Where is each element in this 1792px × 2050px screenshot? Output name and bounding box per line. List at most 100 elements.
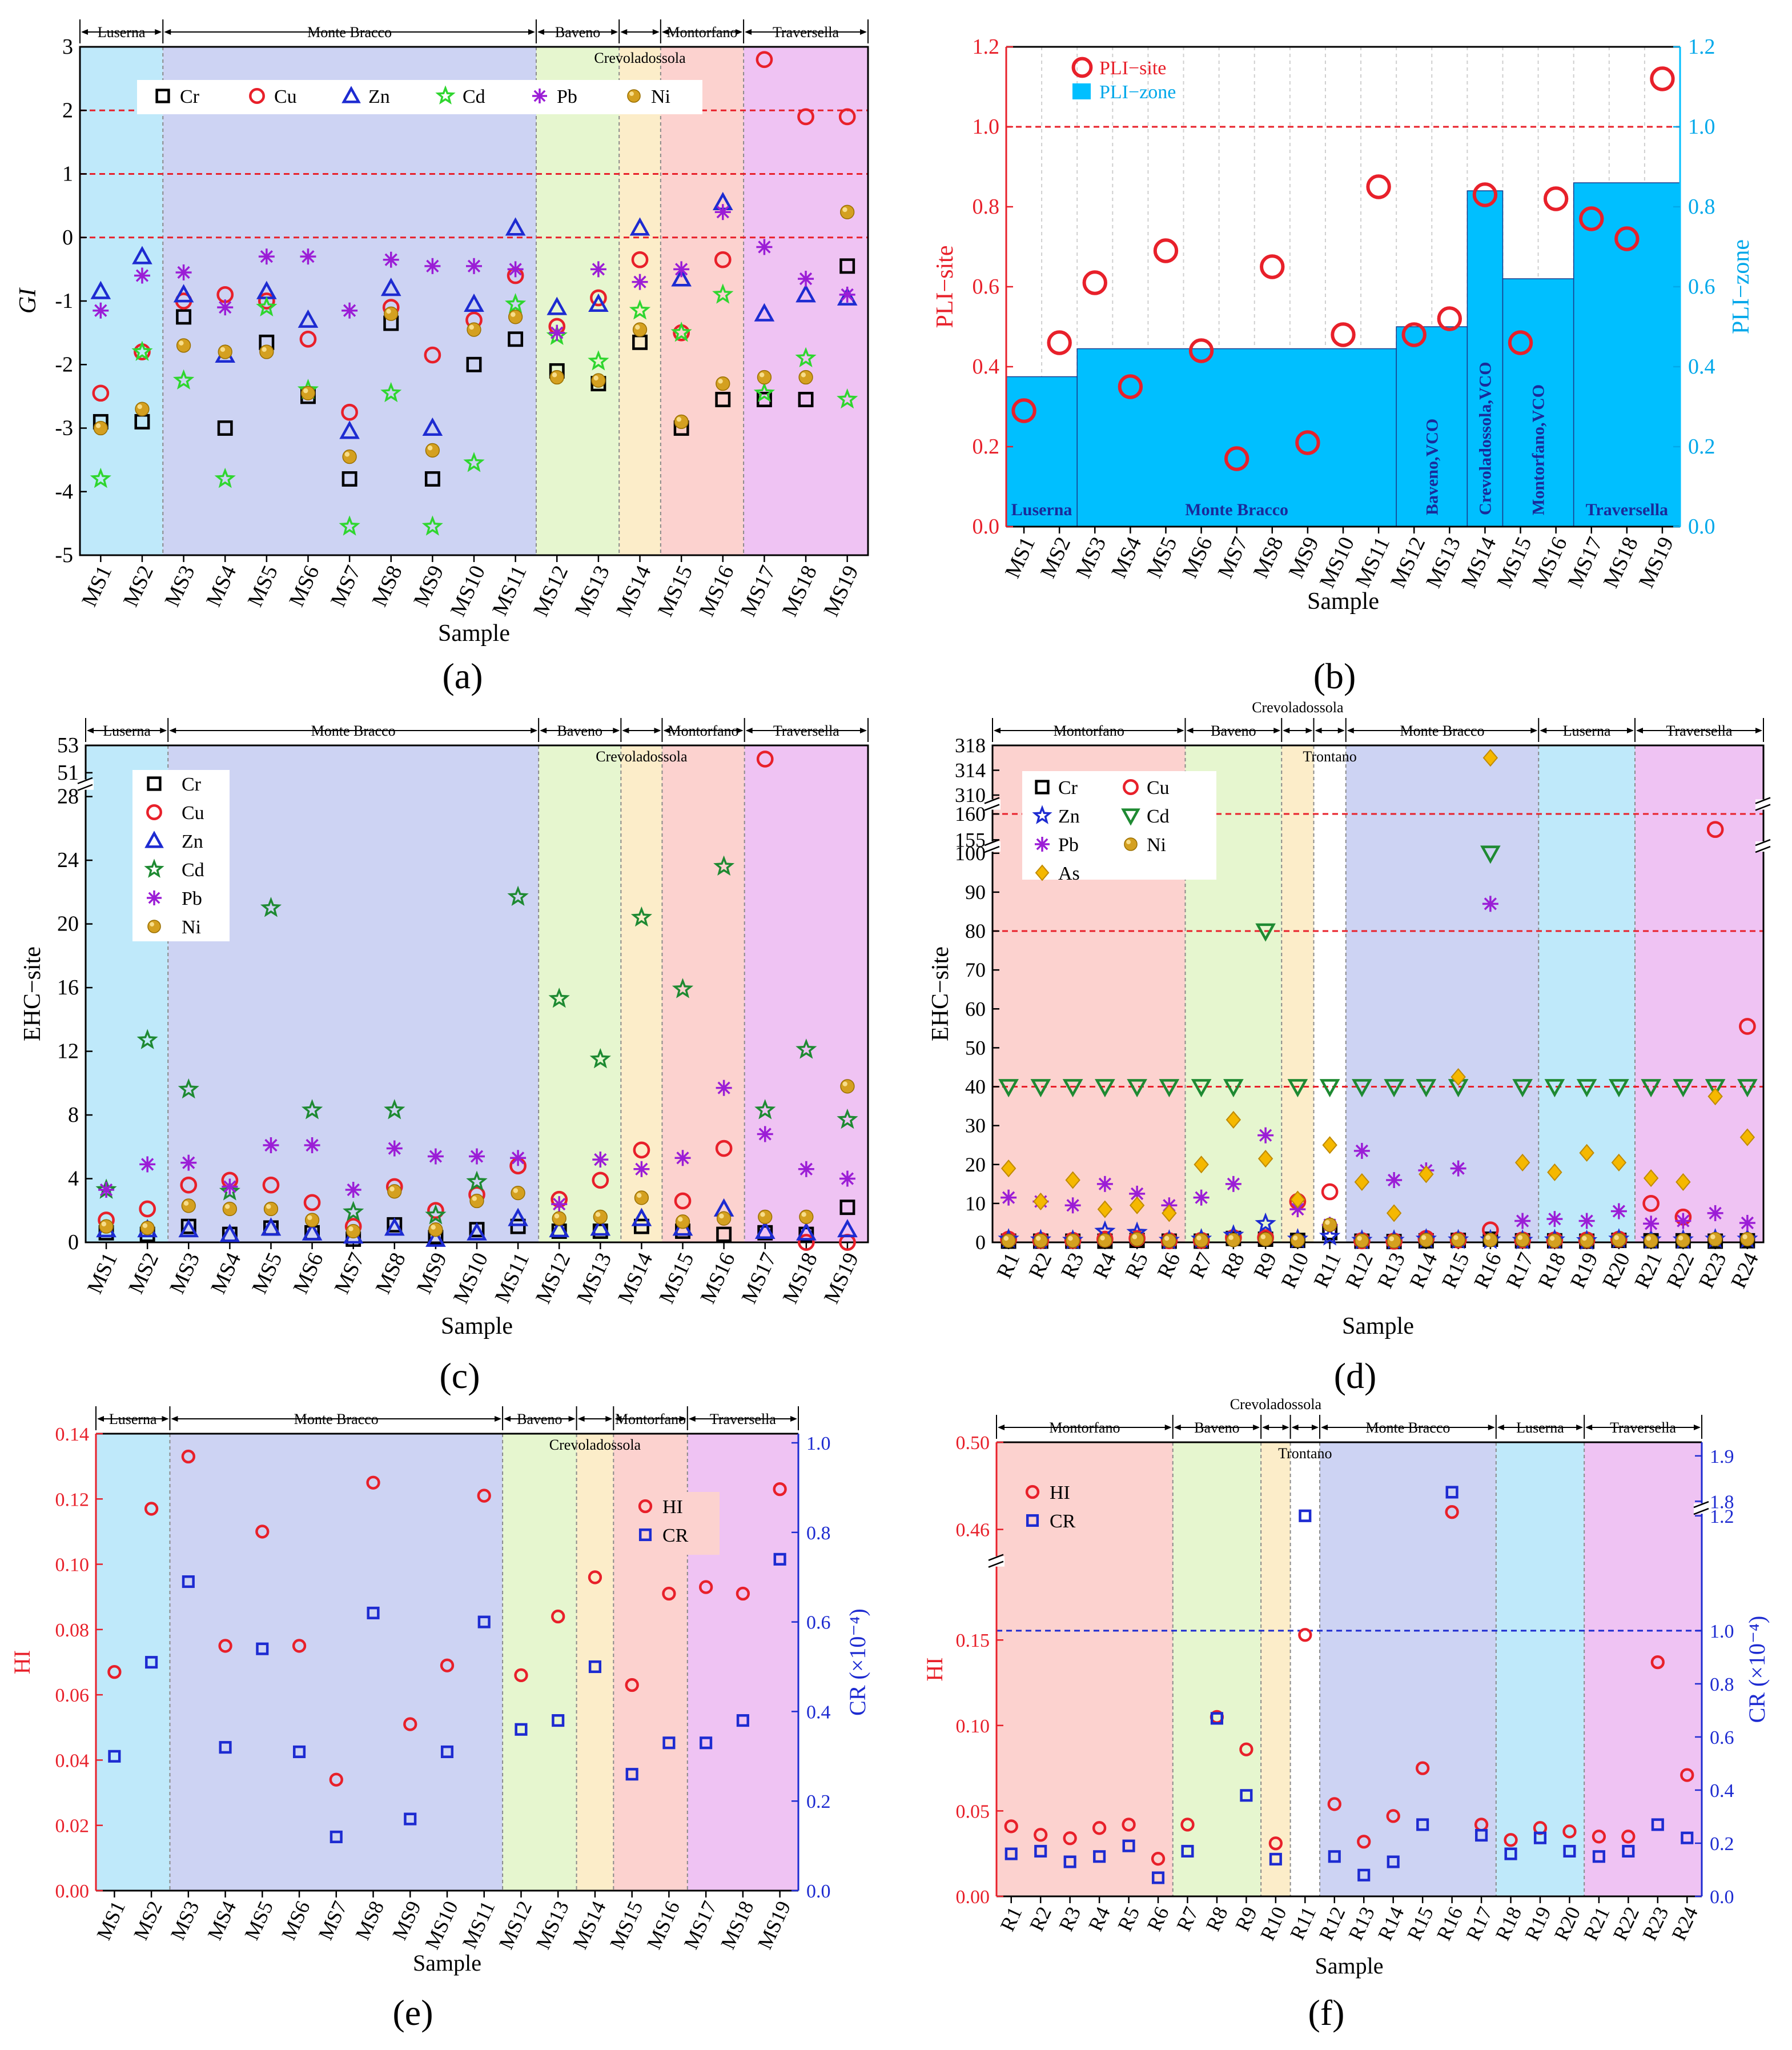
zone-arrowhead	[495, 1416, 502, 1422]
y2-tick-label: 1.2	[1710, 1506, 1734, 1527]
data-point	[591, 373, 606, 388]
x-tick-label: R21	[1630, 1249, 1667, 1292]
y2-tick-label: 0.6	[806, 1612, 831, 1634]
zone-band	[1584, 1442, 1702, 1896]
x-tick-label: R20	[1550, 1903, 1585, 1944]
zone-arrowhead	[1283, 728, 1290, 733]
data-point	[467, 1222, 487, 1241]
data-point	[798, 271, 814, 287]
x-tick-label: R15	[1403, 1903, 1438, 1944]
y-tick-label: 80	[965, 920, 986, 942]
legend-marker	[638, 1499, 653, 1514]
axis-break	[1693, 1501, 1709, 1509]
data-point	[1576, 1079, 1597, 1098]
data-point	[256, 1642, 269, 1655]
zone-arrowhead	[531, 728, 538, 733]
x-tick-label: R1	[995, 1903, 1026, 1935]
data-point	[1622, 1844, 1635, 1858]
legend-marker	[147, 890, 162, 905]
zone-arrowhead	[652, 29, 660, 35]
legend-label: CR	[1050, 1511, 1076, 1532]
zone-arrowhead	[528, 29, 535, 35]
data-point	[139, 1156, 156, 1173]
x-tick-label: MS10	[420, 1897, 462, 1953]
data-point	[715, 1140, 733, 1157]
legend-label: HI	[662, 1497, 683, 1518]
data-point	[427, 1148, 444, 1165]
data-point	[756, 239, 773, 255]
zone-label: Crevoladossola	[594, 50, 686, 66]
x-tick-label: R5	[1120, 1249, 1153, 1282]
axis-break	[988, 1554, 1004, 1561]
x-tick-label: MS13	[531, 1897, 573, 1953]
data-point	[632, 322, 648, 337]
legend-label: Pb	[557, 86, 577, 107]
data-point	[339, 515, 360, 536]
y2-tick-label: 0.6	[1688, 275, 1715, 299]
data-point	[173, 284, 194, 303]
legend-label: PLI−site	[1099, 58, 1166, 79]
legend-label: Pb	[182, 888, 202, 909]
zone-arrowhead	[1530, 728, 1538, 733]
x-axis-label: Sample	[413, 1950, 481, 1976]
x-tick-label: MS5	[243, 562, 283, 611]
data-point	[341, 471, 357, 487]
data-point	[548, 988, 570, 1008]
zone-label: Luserna	[109, 1411, 157, 1427]
zone-label: Crevoladossola	[1252, 699, 1344, 716]
y-tick-label: 0.0	[973, 515, 1000, 539]
data-point	[1610, 1203, 1627, 1219]
data-point	[714, 251, 732, 268]
data-point	[440, 1658, 455, 1672]
x-tick-label: MS4	[203, 1897, 240, 1943]
data-point	[1224, 446, 1249, 471]
x-tick-label: R10	[1277, 1249, 1314, 1292]
data-point	[837, 1108, 858, 1129]
zone-arrowhead	[1585, 1425, 1593, 1430]
x-tick-label: R21	[1579, 1903, 1614, 1944]
data-point	[384, 1217, 405, 1236]
data-point	[1298, 1628, 1312, 1642]
x-tick-label: MS9	[409, 562, 448, 611]
data-point	[1065, 1233, 1080, 1248]
data-point	[386, 1140, 403, 1157]
legend-label: Cu	[274, 86, 297, 107]
data-point	[631, 1207, 652, 1226]
x-tick-label: R15	[1437, 1249, 1474, 1292]
data-point	[1290, 1233, 1305, 1248]
data-point	[1514, 1213, 1531, 1229]
data-point	[219, 1223, 240, 1242]
data-point	[1579, 1233, 1594, 1248]
y-tick-label: 12	[57, 1040, 79, 1064]
data-point	[1127, 1079, 1147, 1098]
x-tick-label: MS17	[736, 562, 780, 620]
data-point	[1707, 1205, 1723, 1221]
x-tick-label: R16	[1432, 1903, 1468, 1944]
x-tick-label: R16	[1469, 1249, 1506, 1292]
data-point	[1651, 1818, 1664, 1831]
data-point	[345, 1182, 361, 1198]
data-point	[329, 1772, 343, 1787]
y-tick-label: 53	[57, 733, 79, 757]
y-tick-label: 0.6	[973, 275, 1000, 299]
zone-bar-label: Monte Bracco	[1185, 500, 1288, 519]
data-point	[217, 299, 234, 316]
x-tick-label: MS7	[314, 1897, 352, 1943]
data-point	[1544, 1079, 1565, 1098]
data-point	[713, 855, 735, 876]
zone-band	[1261, 1442, 1291, 1896]
legend-label: CR	[662, 1525, 689, 1546]
x-tick-label: MS3	[160, 562, 199, 611]
zone-label: Luserna	[103, 723, 151, 739]
data-point	[754, 303, 775, 322]
x-tick-label: MS19	[753, 1897, 795, 1953]
data-point	[366, 1475, 380, 1490]
data-point	[630, 906, 653, 927]
data-point	[1240, 1789, 1253, 1802]
data-point	[1504, 1833, 1518, 1847]
x-tick-label: MS9	[412, 1249, 452, 1298]
y2-axis-label: CR (×10⁻⁴)	[1744, 1616, 1770, 1723]
data-point	[1707, 1231, 1723, 1247]
y-tick-label: 0.06	[55, 1685, 90, 1706]
data-point	[714, 204, 731, 220]
